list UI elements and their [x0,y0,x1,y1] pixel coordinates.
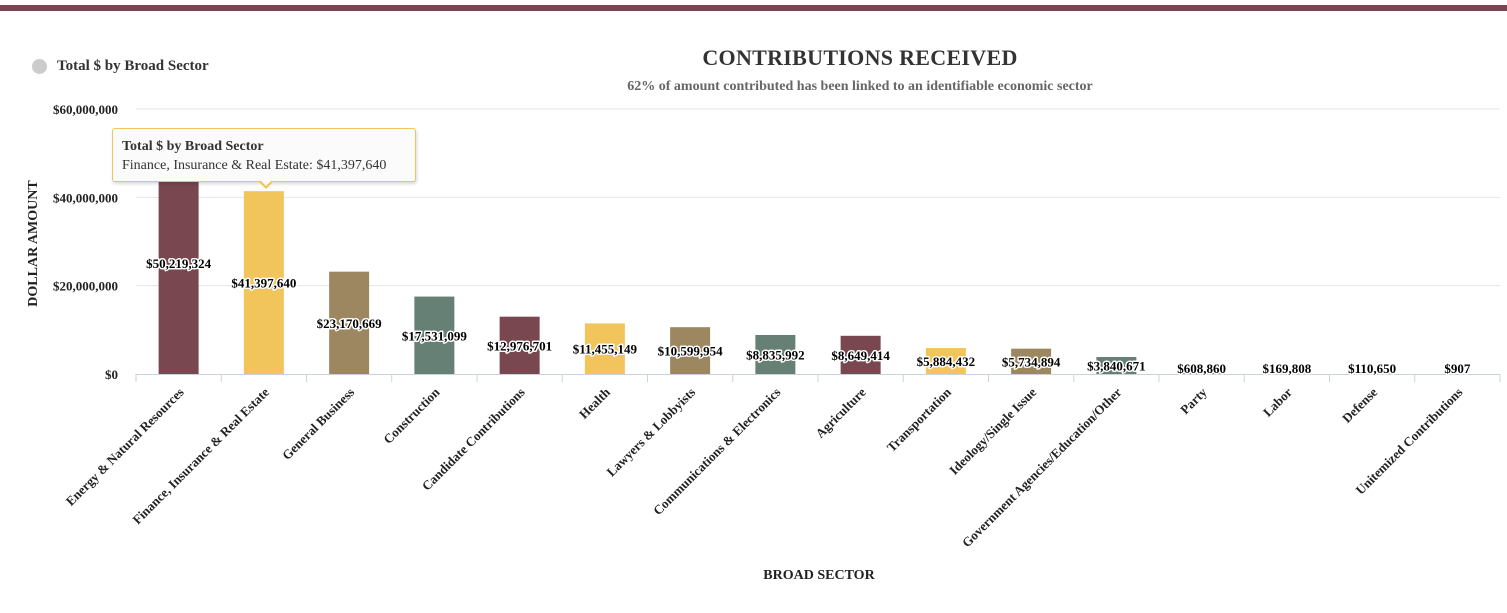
tooltip: Total $ by Broad Sector Finance, Insuran… [112,128,416,189]
data-label: $8,835,992 [746,347,805,362]
tooltip-body: Finance, Insurance & Real Estate: $41,39… [122,158,387,173]
data-label: $17,531,099 [402,328,468,343]
bar [584,323,625,374]
x-category-label: Health [576,384,614,422]
legend-marker-icon [32,59,47,74]
x-category-label: Party [1177,384,1210,417]
bar [499,316,540,374]
x-category-label: Transportation [884,384,955,455]
x-category-label: Labor [1260,384,1295,419]
x-category-label: Agriculture [812,384,869,441]
y-axis-title: DOLLAR AMOUNT [26,180,41,307]
data-label: $5,884,432 [917,354,976,369]
data-label: $10,599,954 [658,344,724,359]
y-tick-label: $40,000,000 [53,190,118,205]
data-label: $50,219,324 [146,256,212,271]
legend-label: Total $ by Broad Sector [57,58,209,74]
data-label: $608,860 [1177,361,1226,376]
x-category-label: Defense [1339,384,1380,425]
bar [925,348,966,374]
x-axis-title: BROAD SECTOR [763,568,875,583]
y-tick-label: $60,000,000 [53,102,118,117]
data-label: $23,170,669 [317,316,383,331]
data-label: $3,840,671 [1087,359,1146,374]
x-category-label: Ideology/Single Issue [946,384,1039,477]
data-label: $12,976,701 [487,338,552,353]
bar [1181,371,1222,374]
data-label: $11,455,149 [573,342,638,357]
data-label: $5,734,894 [1002,354,1061,369]
data-label: $41,397,640 [231,276,296,291]
bar [158,152,199,374]
bar [840,335,881,374]
legend-item[interactable]: Total $ by Broad Sector [32,58,209,75]
chart-title: CONTRIBUTIONS RECEIVED [702,45,1018,70]
data-label: $169,808 [1263,361,1312,376]
bar [414,296,455,374]
bar [329,271,370,374]
data-label: $907 [1444,361,1471,376]
bar [1096,357,1137,374]
bar [1011,348,1052,374]
x-category-label: Finance, Insurance & Real Estate [129,384,272,527]
tooltip-title: Total $ by Broad Sector [122,139,264,154]
x-category-label: Construction [380,384,443,447]
data-label: $110,650 [1348,361,1396,376]
y-tick-label: $20,000,000 [53,279,118,294]
x-category-label: General Business [279,385,357,463]
bar [755,334,796,374]
y-tick-label: $0 [105,367,118,382]
chart-subtitle: 62% of amount contributed has been linke… [627,79,1093,94]
data-label: $8,649,414 [831,348,890,363]
x-category-label: Lawyers & Lobbyists [603,385,698,480]
x-category-label: Government Agencies/Education/Other [959,384,1125,550]
bar [243,191,284,374]
top-accent-bar [0,5,1507,11]
tooltip-pointer [258,180,274,189]
bar [1266,373,1307,374]
bar [670,327,711,374]
